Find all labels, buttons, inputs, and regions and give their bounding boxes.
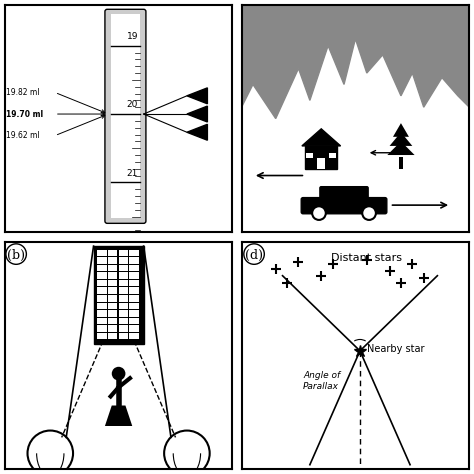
Bar <box>118 310 128 317</box>
Bar <box>118 318 128 324</box>
Bar <box>108 310 118 317</box>
Bar <box>108 264 118 271</box>
Text: (b): (b) <box>7 249 25 262</box>
Circle shape <box>362 206 376 220</box>
FancyBboxPatch shape <box>105 9 146 223</box>
Bar <box>97 257 107 264</box>
Bar <box>118 326 128 332</box>
Bar <box>118 249 128 256</box>
Bar <box>97 326 107 332</box>
Bar <box>97 272 107 279</box>
Bar <box>97 280 107 286</box>
FancyBboxPatch shape <box>301 198 387 214</box>
Bar <box>97 318 107 324</box>
Bar <box>97 249 107 256</box>
Bar <box>97 295 107 301</box>
Text: 19: 19 <box>127 32 138 41</box>
Polygon shape <box>187 106 208 122</box>
Bar <box>129 326 139 332</box>
Bar <box>329 153 336 158</box>
Bar <box>108 303 118 309</box>
Text: Nearby star: Nearby star <box>367 344 424 354</box>
Bar <box>307 153 313 158</box>
Bar <box>129 249 139 256</box>
Bar <box>108 326 118 332</box>
Bar <box>118 257 128 264</box>
Bar <box>305 146 337 169</box>
Bar <box>118 295 128 301</box>
Bar <box>129 257 139 264</box>
Bar <box>97 287 107 294</box>
Bar <box>108 318 118 324</box>
Polygon shape <box>393 123 409 137</box>
Polygon shape <box>105 405 132 426</box>
Bar <box>399 157 403 169</box>
Bar <box>118 287 128 294</box>
Bar <box>108 333 118 339</box>
Text: 19.70 ml: 19.70 ml <box>6 109 43 118</box>
Bar <box>118 303 128 309</box>
Bar <box>111 14 139 218</box>
Polygon shape <box>390 132 412 146</box>
Bar <box>129 280 139 286</box>
Bar <box>317 158 325 169</box>
Bar <box>97 264 107 271</box>
Text: Distant stars: Distant stars <box>331 253 402 263</box>
Bar <box>129 310 139 317</box>
Bar <box>129 333 139 339</box>
Text: 19.82 ml: 19.82 ml <box>6 88 39 97</box>
Polygon shape <box>187 124 208 140</box>
Polygon shape <box>387 141 415 155</box>
Polygon shape <box>187 88 208 104</box>
Text: 19.62 ml: 19.62 ml <box>6 131 39 140</box>
Bar <box>108 249 118 256</box>
Text: 21: 21 <box>127 169 138 178</box>
Circle shape <box>112 367 126 381</box>
Bar <box>108 257 118 264</box>
Bar <box>129 318 139 324</box>
Bar <box>118 264 128 271</box>
Text: Angle of
Parallax: Angle of Parallax <box>303 371 340 391</box>
Bar <box>108 272 118 279</box>
Text: (d): (d) <box>245 249 263 262</box>
Bar <box>108 280 118 286</box>
Bar <box>97 333 107 339</box>
Bar <box>118 333 128 339</box>
Bar <box>129 303 139 309</box>
FancyBboxPatch shape <box>320 187 368 202</box>
Bar <box>108 295 118 301</box>
Circle shape <box>312 206 326 220</box>
Bar <box>129 272 139 279</box>
Bar <box>97 310 107 317</box>
Bar <box>129 264 139 271</box>
Bar <box>129 287 139 294</box>
Bar <box>97 303 107 309</box>
Text: 20: 20 <box>127 100 138 109</box>
Bar <box>118 280 128 286</box>
Polygon shape <box>302 129 341 146</box>
Bar <box>108 287 118 294</box>
Bar <box>118 272 128 279</box>
Bar <box>129 295 139 301</box>
Polygon shape <box>242 5 469 118</box>
Bar <box>93 246 144 344</box>
